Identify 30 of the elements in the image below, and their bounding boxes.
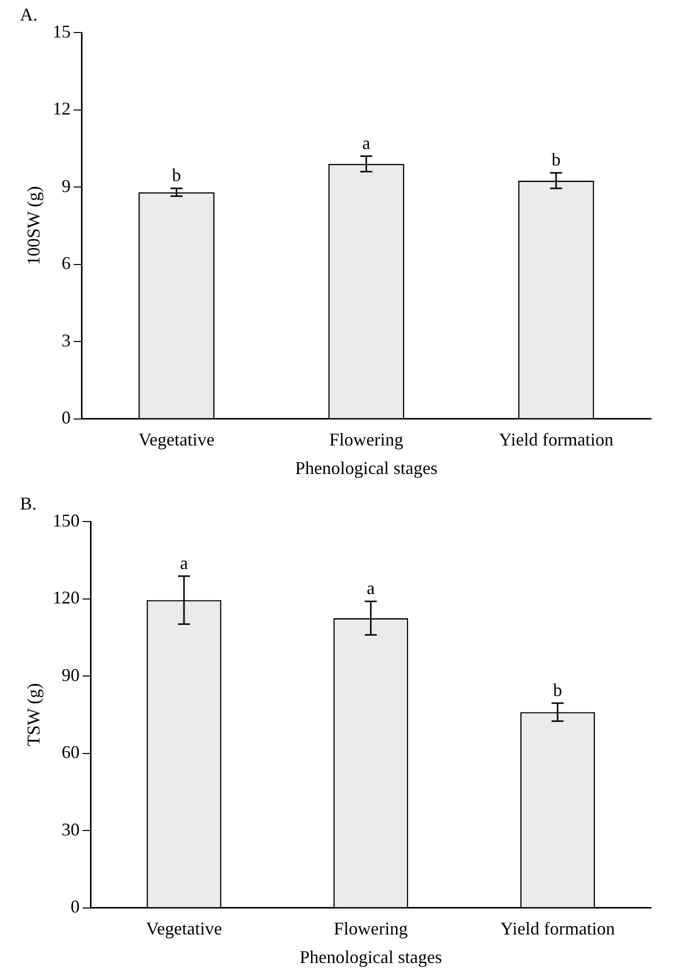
annotation: a bbox=[180, 552, 188, 573]
chart-title: B. bbox=[20, 494, 37, 514]
annotation: b bbox=[552, 150, 561, 170]
y-tick-label: 0 bbox=[62, 408, 71, 428]
x-tick-label: Yield formation bbox=[498, 429, 614, 450]
x-tick-label: Flowering bbox=[329, 429, 404, 450]
y-tick-label: 9 bbox=[62, 176, 71, 196]
annotation: a bbox=[362, 132, 370, 153]
x-axis-title: Phenological stages bbox=[300, 946, 442, 967]
y-tick-label: 6 bbox=[62, 253, 71, 274]
x-axis-title: Phenological stages bbox=[295, 458, 438, 478]
y-tick-label: 120 bbox=[52, 588, 80, 608]
x-tick-label: Flowering bbox=[334, 918, 408, 938]
y-tick-label: 150 bbox=[52, 510, 80, 530]
x-tick-label: Vegetative bbox=[146, 918, 222, 938]
x-tick-label: Vegetative bbox=[138, 429, 214, 450]
annotation: b bbox=[553, 680, 562, 700]
annotation: a bbox=[366, 578, 375, 598]
y-tick-label: 30 bbox=[62, 819, 80, 840]
y-tick-label: 0 bbox=[70, 896, 80, 917]
y-axis-title: TSW (g) bbox=[24, 683, 44, 746]
y-axis-title: 100SW (g) bbox=[24, 186, 44, 266]
y-tick-label: 12 bbox=[52, 98, 71, 119]
y-tick-label: 15 bbox=[52, 21, 71, 42]
y-tick-label: 3 bbox=[62, 330, 71, 350]
annotation: b bbox=[172, 165, 181, 186]
chart-title: A. bbox=[20, 4, 38, 25]
y-tick-label: 90 bbox=[62, 664, 80, 685]
y-tick-label: 60 bbox=[62, 742, 80, 762]
x-tick-label: Yield formation bbox=[500, 918, 615, 938]
